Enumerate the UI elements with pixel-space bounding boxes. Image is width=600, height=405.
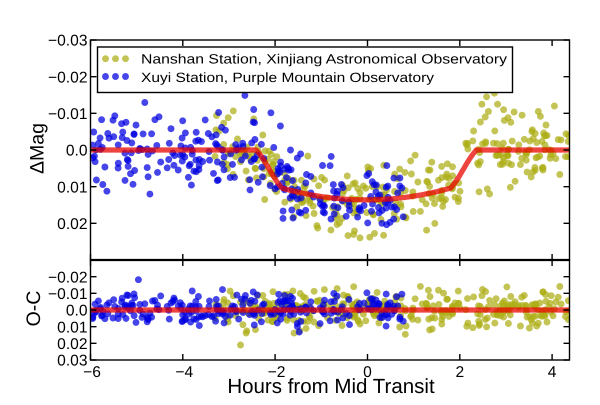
svg-text:−4: −4 [175, 364, 193, 381]
svg-text:0.02: 0.02 [57, 336, 87, 353]
svg-text:0.01: 0.01 [57, 179, 87, 196]
svg-text:−0.02: −0.02 [48, 269, 87, 286]
svg-text:0.0: 0.0 [66, 303, 88, 320]
svg-text:0.0: 0.0 [66, 143, 88, 160]
svg-text:O-C: O-C [23, 291, 45, 327]
svg-text:Xuyi Station, Purple Mountain: Xuyi Station, Purple Mountain Observator… [141, 70, 434, 85]
svg-text:4: 4 [548, 364, 557, 381]
svg-text:0.02: 0.02 [57, 216, 87, 233]
svg-text:ΔMag: ΔMag [27, 123, 49, 174]
svg-text:−0.01: −0.01 [48, 286, 87, 303]
svg-text:0: 0 [363, 364, 372, 381]
svg-text:−0.01: −0.01 [48, 106, 87, 123]
svg-text:2: 2 [455, 364, 464, 381]
svg-text:Nanshan Station, Xinjiang Astr: Nanshan Station, Xinjiang Astronomical O… [141, 52, 507, 67]
svg-text:Hours from Mid Transit: Hours from Mid Transit [227, 375, 435, 398]
svg-text:−0.03: −0.03 [48, 33, 87, 50]
svg-text:−2: −2 [268, 364, 286, 381]
svg-text:−0.02: −0.02 [48, 69, 87, 86]
svg-text:0.01: 0.01 [57, 319, 87, 336]
svg-text:0.03: 0.03 [57, 353, 87, 370]
svg-text:−6: −6 [83, 364, 101, 381]
